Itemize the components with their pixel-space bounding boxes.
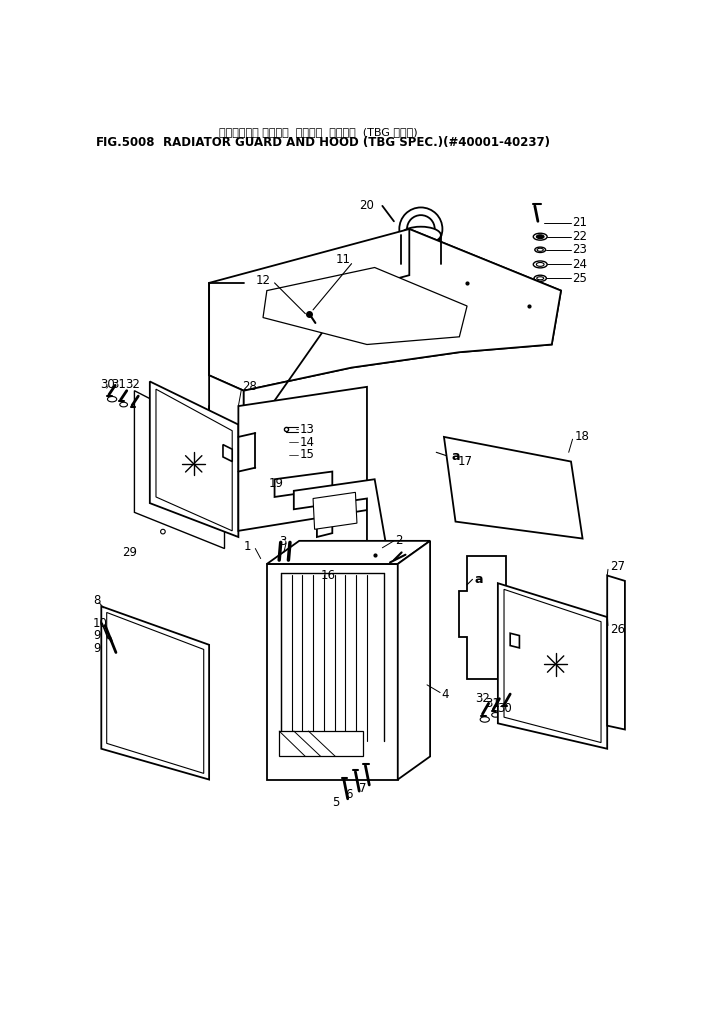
Text: 20: 20 bbox=[359, 199, 374, 212]
Polygon shape bbox=[134, 391, 225, 548]
Polygon shape bbox=[263, 268, 467, 344]
Text: 9: 9 bbox=[93, 629, 101, 642]
Polygon shape bbox=[267, 564, 398, 780]
Text: a: a bbox=[474, 573, 483, 586]
Circle shape bbox=[156, 690, 162, 696]
Text: 12: 12 bbox=[256, 274, 270, 287]
Ellipse shape bbox=[534, 261, 547, 268]
Polygon shape bbox=[398, 540, 430, 780]
Text: 10: 10 bbox=[93, 617, 108, 630]
Text: ラシ゜エータ ガート゜  オラビ゜  フート゜  (TBG シヨウ): ラシ゜エータ ガート゜ オラビ゜ フート゜ (TBG シヨウ) bbox=[219, 127, 417, 137]
Text: 2: 2 bbox=[396, 534, 403, 547]
Polygon shape bbox=[209, 229, 561, 391]
Ellipse shape bbox=[534, 275, 546, 282]
Circle shape bbox=[139, 690, 145, 696]
Text: a: a bbox=[452, 449, 460, 463]
Ellipse shape bbox=[537, 248, 543, 251]
Polygon shape bbox=[444, 437, 583, 538]
Text: 29: 29 bbox=[122, 545, 137, 559]
Ellipse shape bbox=[491, 713, 499, 717]
Text: FIG.5008: FIG.5008 bbox=[96, 135, 156, 148]
Circle shape bbox=[283, 439, 289, 445]
Text: 25: 25 bbox=[572, 272, 586, 285]
Text: 30: 30 bbox=[101, 378, 115, 391]
Text: 4: 4 bbox=[441, 689, 449, 701]
Text: 26: 26 bbox=[610, 623, 625, 636]
Text: 22: 22 bbox=[572, 230, 586, 243]
Text: 7: 7 bbox=[359, 783, 367, 795]
Polygon shape bbox=[244, 229, 561, 444]
Polygon shape bbox=[607, 576, 625, 729]
Polygon shape bbox=[279, 731, 363, 756]
Polygon shape bbox=[101, 606, 209, 780]
Text: 31: 31 bbox=[486, 697, 501, 710]
Circle shape bbox=[156, 703, 162, 709]
Text: 16: 16 bbox=[321, 569, 336, 582]
Polygon shape bbox=[267, 540, 430, 564]
Polygon shape bbox=[239, 387, 367, 531]
Ellipse shape bbox=[108, 397, 117, 402]
Circle shape bbox=[156, 717, 162, 723]
Circle shape bbox=[139, 703, 145, 709]
Polygon shape bbox=[209, 376, 244, 444]
Text: 14: 14 bbox=[299, 435, 314, 448]
Ellipse shape bbox=[536, 277, 543, 280]
Text: 23: 23 bbox=[572, 243, 586, 257]
Text: 17: 17 bbox=[458, 456, 473, 468]
Text: RADIATOR GUARD AND HOOD (TBG SPEC.)(#40001-40237): RADIATOR GUARD AND HOOD (TBG SPEC.)(#400… bbox=[163, 135, 550, 148]
Text: 9: 9 bbox=[93, 642, 101, 655]
Ellipse shape bbox=[536, 263, 544, 267]
Text: 27: 27 bbox=[610, 560, 625, 573]
Polygon shape bbox=[498, 583, 607, 748]
Text: 19: 19 bbox=[268, 477, 284, 490]
Ellipse shape bbox=[120, 402, 127, 407]
Polygon shape bbox=[294, 480, 390, 572]
Polygon shape bbox=[223, 444, 232, 462]
Text: 13: 13 bbox=[299, 423, 314, 435]
Polygon shape bbox=[313, 492, 357, 529]
Text: 30: 30 bbox=[497, 702, 512, 715]
Circle shape bbox=[139, 717, 145, 723]
Text: 11: 11 bbox=[337, 254, 351, 267]
Polygon shape bbox=[510, 633, 520, 647]
Text: 28: 28 bbox=[242, 381, 257, 393]
Text: 5: 5 bbox=[332, 796, 340, 809]
Text: 15: 15 bbox=[299, 448, 314, 462]
Text: 24: 24 bbox=[572, 258, 586, 271]
Text: 8: 8 bbox=[93, 594, 100, 607]
Ellipse shape bbox=[535, 247, 546, 252]
Text: 18: 18 bbox=[575, 430, 590, 443]
Text: 1: 1 bbox=[244, 539, 251, 552]
Text: 31: 31 bbox=[111, 378, 126, 391]
Ellipse shape bbox=[480, 717, 489, 722]
Text: 6: 6 bbox=[346, 789, 353, 802]
Text: 32: 32 bbox=[474, 692, 490, 705]
Ellipse shape bbox=[536, 234, 544, 238]
Polygon shape bbox=[275, 472, 332, 537]
Text: 21: 21 bbox=[572, 216, 586, 229]
Ellipse shape bbox=[401, 256, 441, 272]
Polygon shape bbox=[150, 382, 239, 537]
Text: 32: 32 bbox=[125, 378, 140, 391]
Text: 3: 3 bbox=[279, 535, 287, 548]
Ellipse shape bbox=[401, 226, 441, 243]
Polygon shape bbox=[460, 557, 505, 680]
Ellipse shape bbox=[534, 233, 547, 240]
